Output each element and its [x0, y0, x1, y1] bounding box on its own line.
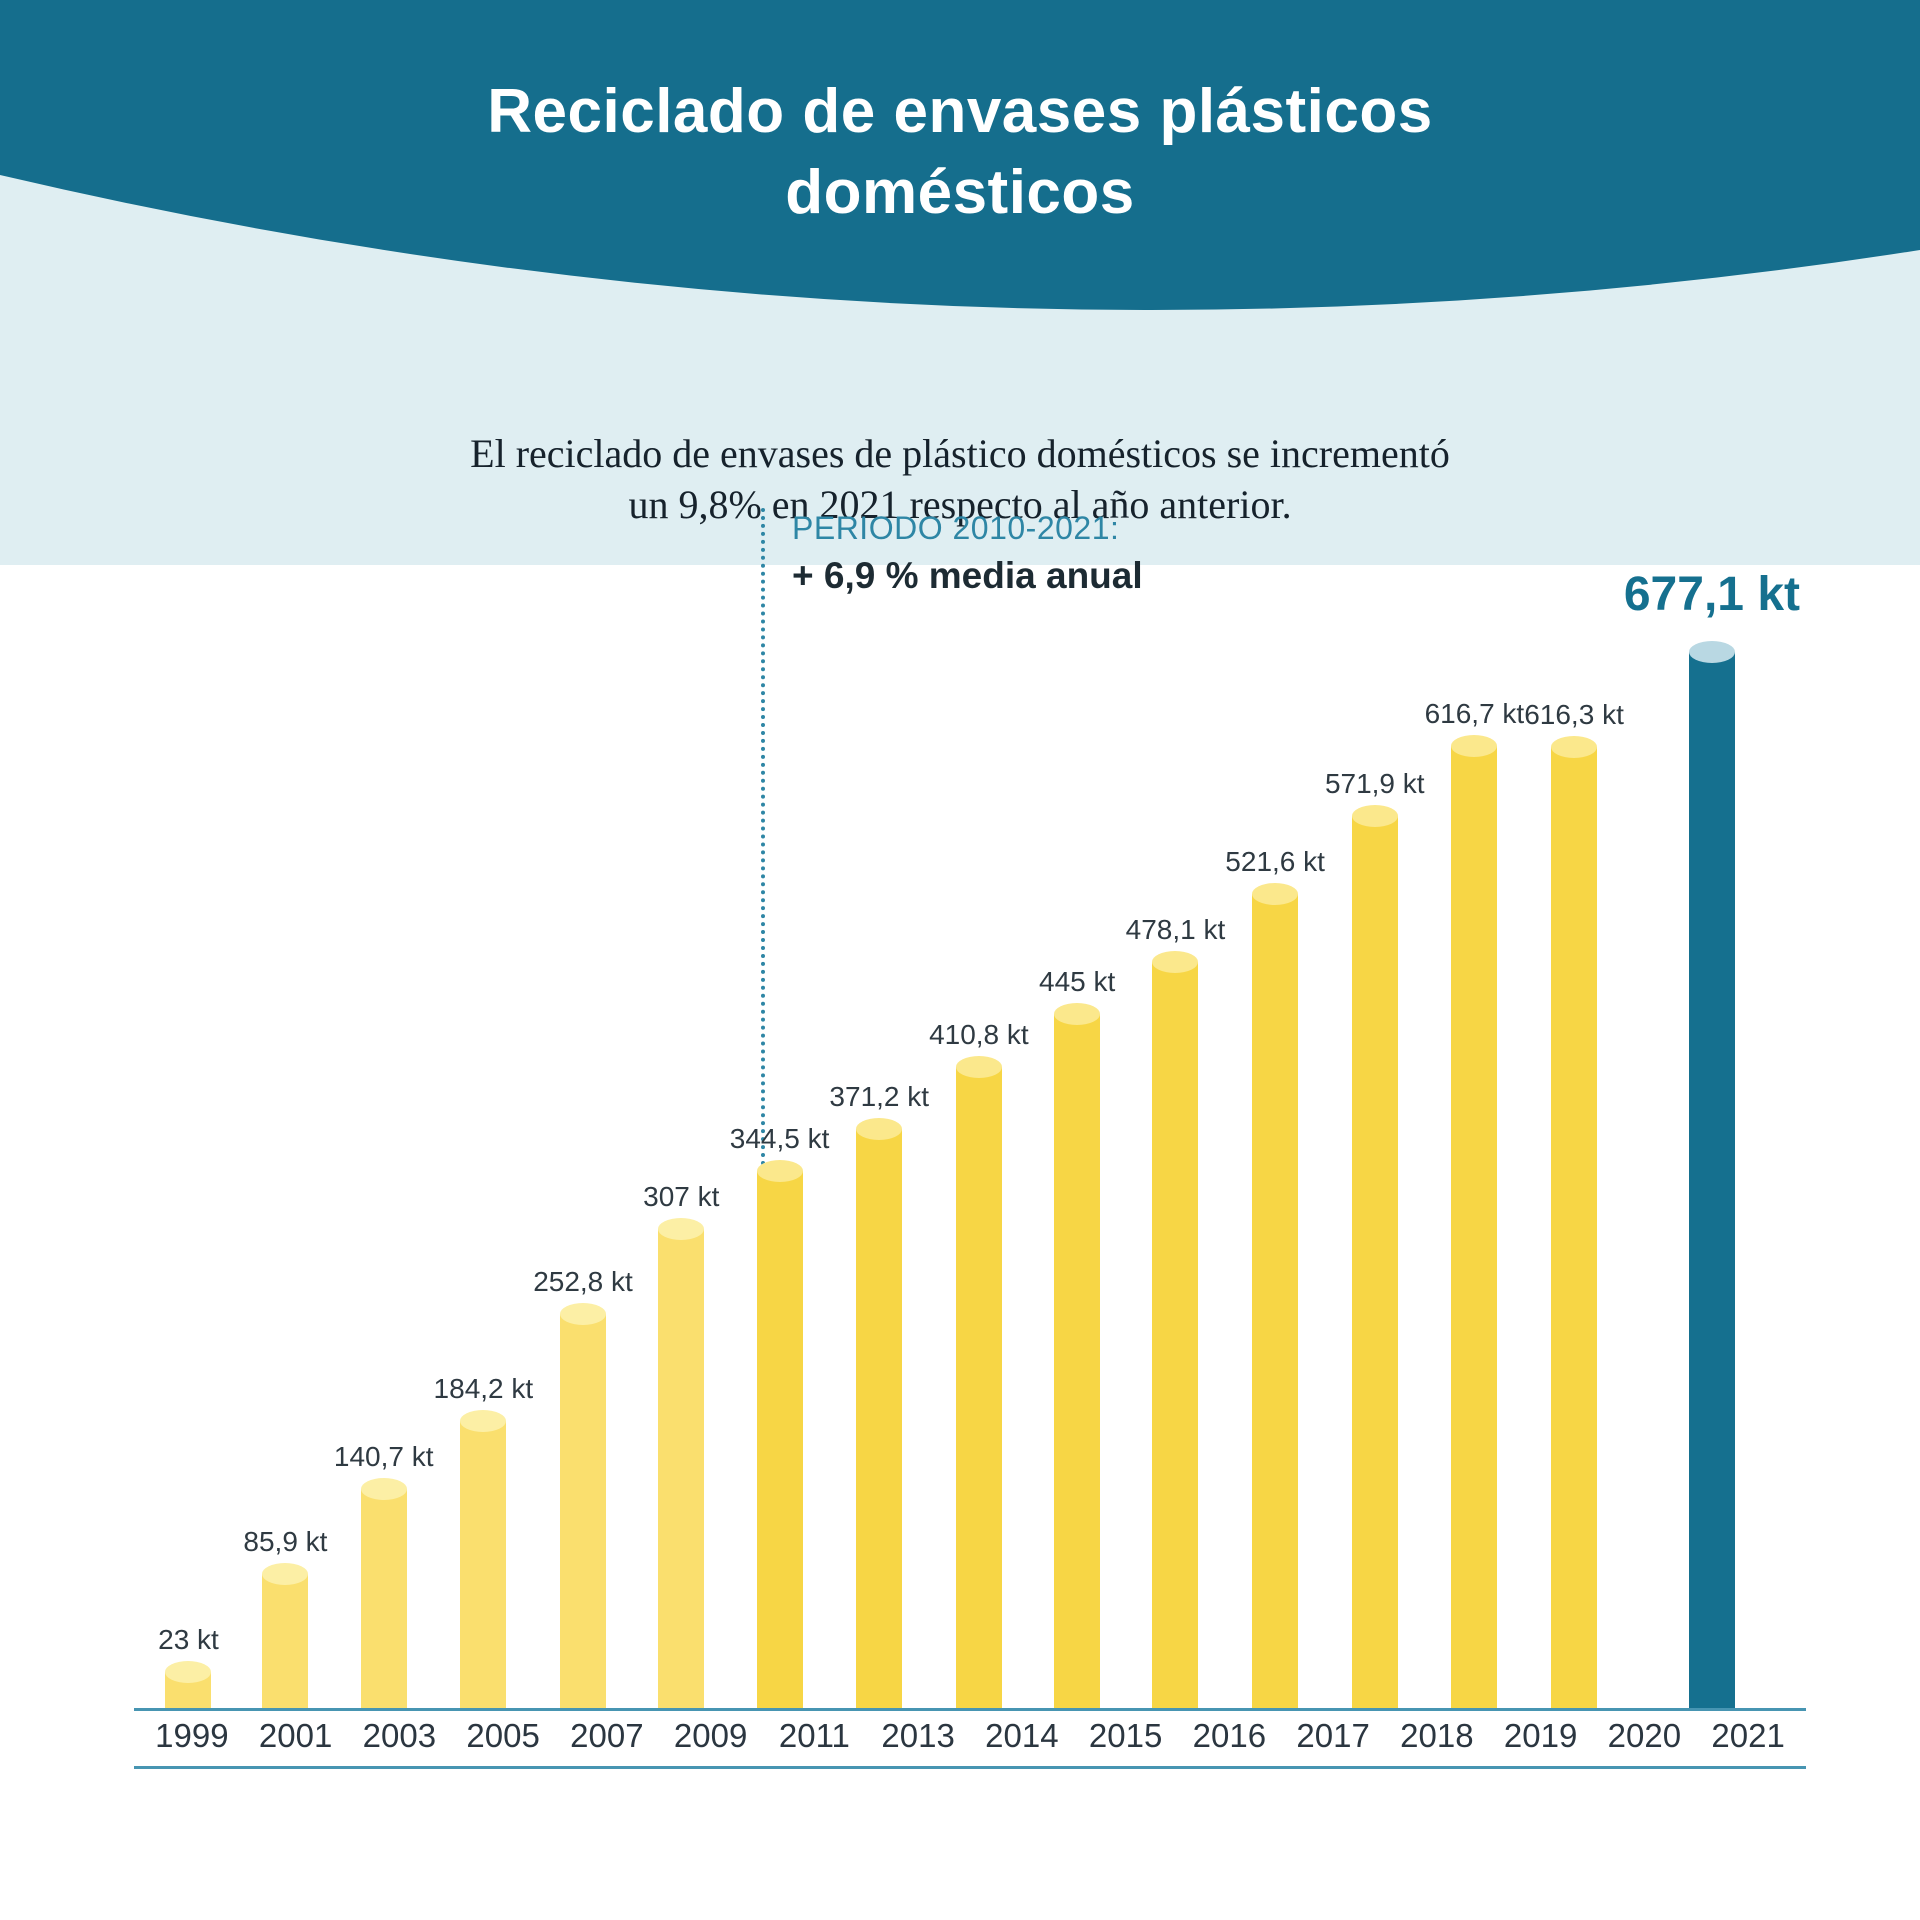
x-axis-baseline: [134, 1708, 1806, 1711]
x-axis-label-2001: 2001: [258, 1717, 333, 1754]
bar-cap: [262, 1563, 309, 1585]
bar-column-2014: 410,8 kt: [929, 1019, 1029, 1708]
bar-2007: [560, 1303, 606, 1708]
bar-cap: [1351, 805, 1398, 827]
bar-2018: [1351, 805, 1398, 1708]
bar-value-label-2005: 184,2 kt: [433, 1373, 534, 1404]
bar-1999: [165, 1661, 212, 1708]
bar-column-2017: 521,6 kt: [1225, 846, 1325, 1708]
bar-cap: [165, 1661, 212, 1683]
bar-chart: PERIODO 2010-2021: + 6,9 % media anual 2…: [134, 500, 1806, 1770]
bar-cap: [658, 1218, 705, 1240]
hero-curve-shape: [0, 0, 1920, 310]
x-axis-label-2018: 2018: [1400, 1717, 1474, 1754]
x-axis-label-1999: 1999: [155, 1717, 229, 1754]
bar-2019: [1451, 735, 1498, 1708]
bar-column-2015: 445 kt: [1029, 966, 1126, 1708]
bar-cap: [756, 1160, 803, 1182]
x-axis-label-2020: 2020: [1607, 1717, 1682, 1754]
page-title-line2: domésticos: [785, 157, 1135, 227]
bar-column-1999: 23 kt: [140, 1624, 237, 1708]
bar-cap: [1688, 641, 1735, 663]
bar-value-label-2009: 307 kt: [643, 1181, 720, 1212]
x-axis-label-2013: 2013: [881, 1717, 955, 1754]
period-annotation: PERIODO 2010-2021: + 6,9 % media anual: [792, 510, 1143, 597]
bar-value-label-2017: 521,6 kt: [1225, 846, 1325, 877]
x-axis-labels: 1999 2001 2003 2005 2007 2009 2011 2013 2014 2015…: [140, 1717, 1800, 1755]
bar-2001: [262, 1563, 309, 1708]
intro-text: El reciclado de envases de plástico domé…: [0, 428, 1920, 530]
bar-cap: [360, 1478, 407, 1500]
bar-column-2018: 571,9 kt: [1325, 768, 1425, 1708]
bar-column-2009: 307 kt: [633, 1181, 730, 1708]
bar-value-label-2018: 571,9 kt: [1324, 768, 1425, 799]
intro-line2: un 9,8% en 2021 respecto al año anterior…: [628, 482, 1292, 528]
bar-2013: [856, 1118, 903, 1708]
x-axis-label-2009: 2009: [673, 1717, 748, 1754]
hero-section: Reciclado de envases plásticos doméstico…: [0, 0, 1920, 565]
bar-value-label-2014: 410,8 kt: [929, 1019, 1029, 1050]
bar-2020: [1551, 736, 1598, 1708]
bar-cap: [1551, 736, 1598, 758]
bar-cap: [955, 1056, 1002, 1078]
bar-column-2001: 85,9 kt: [237, 1526, 334, 1708]
bar-2021: [1688, 641, 1735, 1708]
bar-column-2013: 371,2 kt: [829, 1081, 929, 1708]
bar-cap: [856, 1118, 903, 1140]
bar-column-2005: 184,2 kt: [433, 1373, 534, 1708]
bar-value-label-1999: 23 kt: [158, 1624, 219, 1655]
bar-cap: [460, 1410, 507, 1432]
x-axis-label-2011: 2011: [778, 1717, 850, 1754]
bar-column-2007: 252,8 kt: [533, 1266, 633, 1708]
x-axis-label-2003: 2003: [362, 1717, 437, 1754]
bar-2014: [955, 1056, 1002, 1708]
bar-value-label-2003: 140,7 kt: [333, 1441, 434, 1472]
period-annotation-rate: + 6,9 % media anual: [792, 555, 1143, 596]
bar-value-label-2001: 85,9 kt: [243, 1526, 328, 1557]
bar-value-label-2016: 478,1 kt: [1125, 914, 1226, 945]
bar-column-2020: 616,3 kt: [1524, 699, 1624, 1708]
bar-2017: [1252, 883, 1299, 1708]
bar-column-2021: 677,1 kt: [1624, 567, 1800, 1708]
bars-area: 23 kt 85,9 kt 140,7 kt 184,2 kt 252,8 kt 307 …: [140, 500, 1800, 1708]
bar-value-label-2011: 344,5 kt: [729, 1123, 830, 1154]
bar-cap: [1054, 1003, 1101, 1025]
x-axis-label-2017: 2017: [1296, 1717, 1370, 1754]
x-axis-label-2005: 2005: [466, 1717, 540, 1754]
bar-value-label-2019: 616,7 kt: [1424, 698, 1525, 729]
bar-2009: [658, 1218, 705, 1708]
x-axis-bottom-line: [134, 1766, 1806, 1769]
bar-column-2011: 344,5 kt: [729, 1123, 830, 1708]
bar-value-label-2007: 252,8 kt: [533, 1266, 633, 1297]
x-axis-label-2019: 2019: [1503, 1717, 1578, 1754]
period-annotation-title: PERIODO 2010-2021:: [792, 510, 1120, 546]
bar-2011: [756, 1160, 803, 1708]
intro-line1: El reciclado de envases de plástico domé…: [470, 431, 1450, 476]
bar-value-label-2015: 445 kt: [1039, 966, 1116, 997]
bar-cap: [560, 1303, 606, 1325]
x-axis-label-2021: 2021: [1711, 1717, 1785, 1754]
bar-value-label-2020: 616,3 kt: [1524, 699, 1624, 730]
bar-cap: [1152, 951, 1199, 973]
bar-cap: [1252, 883, 1299, 905]
bar-2003: [360, 1478, 407, 1708]
bar-2015: [1054, 1003, 1101, 1708]
bar-2016: [1152, 951, 1199, 1708]
bar-value-label-2013: 371,2 kt: [829, 1081, 930, 1112]
x-axis-label-2016: 2016: [1192, 1717, 1267, 1754]
x-axis-label-2007: 2007: [570, 1717, 644, 1754]
x-axis-label-2014: 2014: [985, 1717, 1059, 1754]
bar-cap: [1451, 735, 1498, 757]
page-title-line1: Reciclado de envases plásticos: [487, 77, 1433, 146]
highlight-value-label-2021: 677,1 kt: [1623, 568, 1800, 621]
page-title: Reciclado de envases plásticos doméstico…: [0, 72, 1920, 233]
x-axis-label-2015: 2015: [1088, 1717, 1163, 1754]
bar-column-2003: 140,7 kt: [334, 1441, 434, 1708]
bar-column-2019: 616,7 kt: [1424, 698, 1525, 1708]
bar-2005: [460, 1410, 507, 1708]
period-divider-line: [761, 508, 765, 1708]
bar-column-2016: 478,1 kt: [1125, 914, 1226, 1708]
